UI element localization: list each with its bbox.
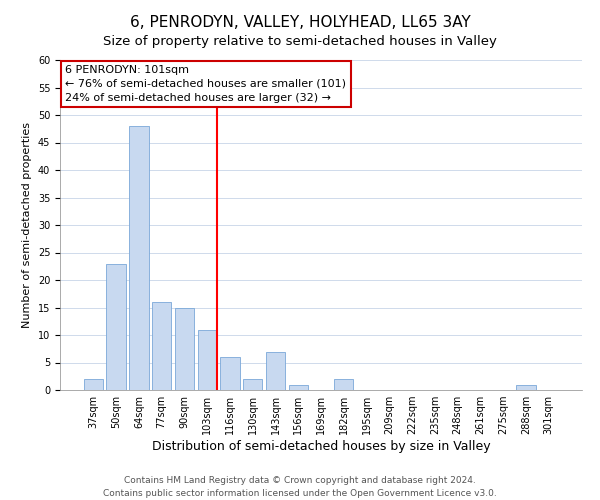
Text: Size of property relative to semi-detached houses in Valley: Size of property relative to semi-detach… (103, 35, 497, 48)
Bar (84, 379, 103, 390)
Text: Contains HM Land Registry data © Crown copyright and database right 2024.
Contai: Contains HM Land Registry data © Crown c… (103, 476, 497, 498)
Bar (243, 379, 262, 390)
Text: 6 PENRODYN: 101sqm
← 76% of semi-detached houses are smaller (101)
24% of semi-d: 6 PENRODYN: 101sqm ← 76% of semi-detache… (65, 65, 346, 103)
Bar (516, 384, 536, 390)
X-axis label: Distribution of semi-detached houses by size in Valley: Distribution of semi-detached houses by … (152, 440, 490, 453)
Bar (175, 308, 194, 390)
Bar (197, 330, 217, 390)
Bar (266, 352, 285, 390)
Bar (334, 379, 353, 390)
Y-axis label: Number of semi-detached properties: Number of semi-detached properties (22, 122, 32, 328)
Bar (106, 264, 126, 390)
Bar (152, 302, 172, 390)
Text: 6, PENRODYN, VALLEY, HOLYHEAD, LL65 3AY: 6, PENRODYN, VALLEY, HOLYHEAD, LL65 3AY (130, 15, 470, 30)
Bar (289, 384, 308, 390)
Bar (220, 357, 239, 390)
Bar (129, 126, 149, 390)
